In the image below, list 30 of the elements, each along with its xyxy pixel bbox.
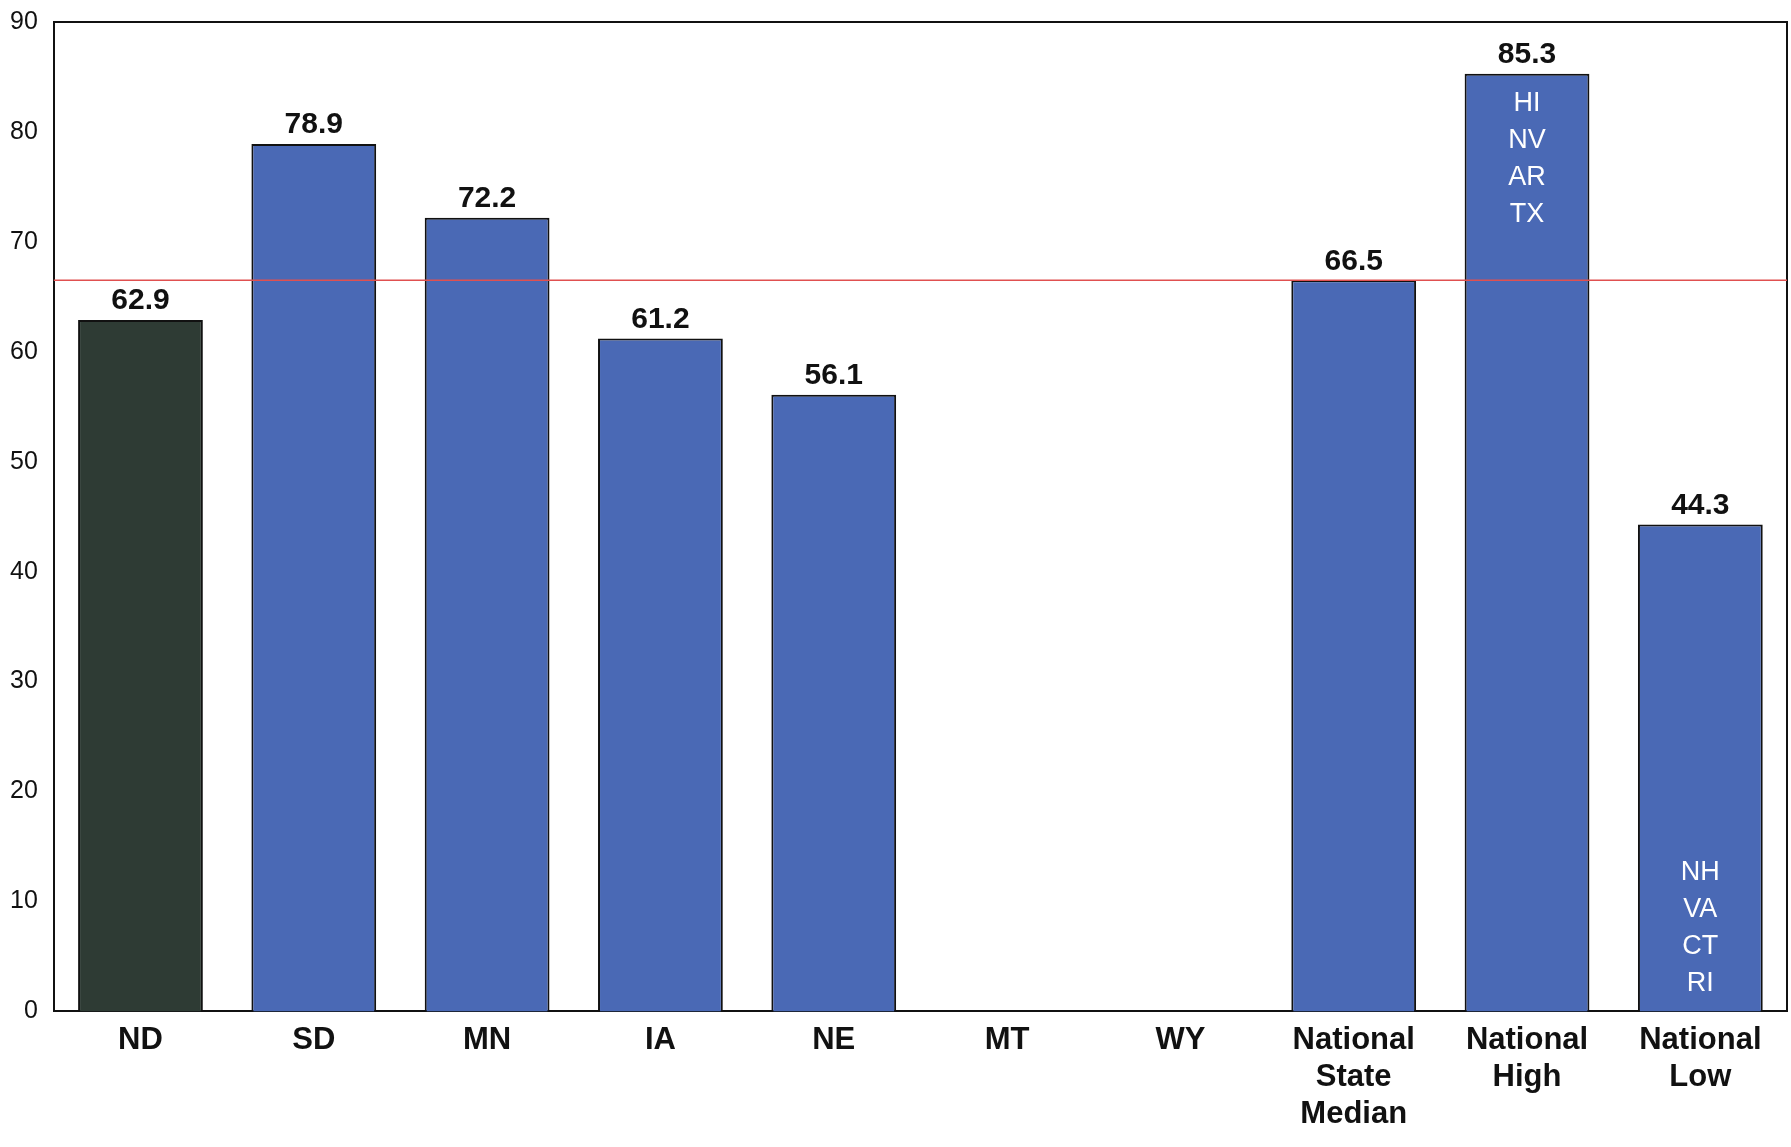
x-tick-label: National High xyxy=(1465,1020,1589,1093)
y-tick-label: 90 xyxy=(10,5,38,34)
y-tick-label: 10 xyxy=(10,885,38,914)
y-tick-label: 80 xyxy=(10,115,38,144)
data-label: 72.2 xyxy=(457,179,517,213)
x-tick-label: SD xyxy=(292,1020,336,1056)
x-tick-label: NE xyxy=(812,1020,856,1056)
x-tick-label: MN xyxy=(463,1020,512,1056)
annotation: NH VA CT RI xyxy=(1680,855,1720,997)
data-label: 85.3 xyxy=(1497,35,1557,69)
data-label: 56.1 xyxy=(804,356,863,390)
x-tick-label: National State Median xyxy=(1292,1020,1415,1130)
y-tick-label: 40 xyxy=(10,555,38,584)
y-tick-label: 30 xyxy=(10,665,38,694)
x-tick-label: ND xyxy=(118,1020,163,1056)
data-label: 61.2 xyxy=(631,300,690,334)
y-tick-label: 60 xyxy=(10,335,38,364)
y-tick-label: 20 xyxy=(10,775,38,804)
y-tick-label: 70 xyxy=(10,225,38,254)
data-label: 62.9 xyxy=(111,282,170,316)
x-tick-label: MT xyxy=(984,1020,1030,1056)
data-label: 78.9 xyxy=(284,106,343,140)
y-tick-label: 0 xyxy=(23,995,38,1024)
x-tick-label: IA xyxy=(644,1020,676,1056)
x-tick-label: National Low xyxy=(1639,1020,1762,1093)
annotation: HI NV AR TX xyxy=(1508,87,1546,229)
data-label: 44.3 xyxy=(1671,486,1730,520)
data-label: 66.5 xyxy=(1324,242,1383,276)
x-tick-label: WY xyxy=(1155,1020,1206,1056)
y-tick-label: 50 xyxy=(10,445,38,474)
